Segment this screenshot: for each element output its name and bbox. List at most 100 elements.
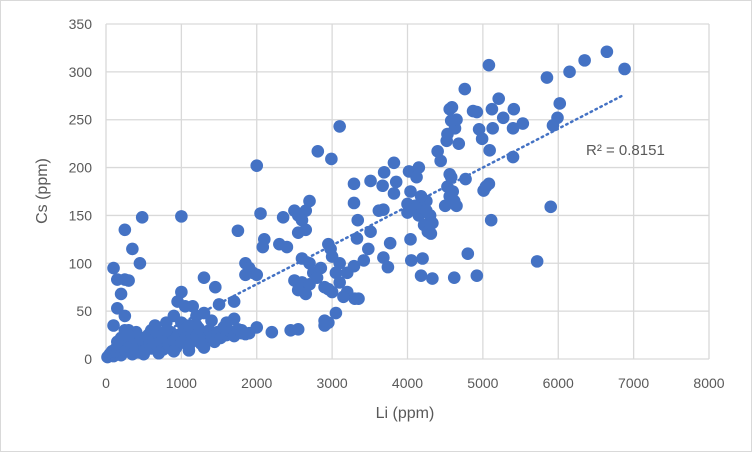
data-point	[333, 256, 346, 270]
data-point	[486, 122, 499, 135]
data-point	[412, 161, 426, 174]
data-point	[381, 260, 395, 274]
data-point	[182, 344, 196, 357]
data-point	[333, 276, 346, 289]
data-point	[443, 167, 457, 181]
data-point	[107, 319, 120, 332]
data-point	[197, 306, 211, 320]
data-point	[482, 58, 496, 72]
y-tick-label: 100	[69, 255, 93, 271]
data-point	[122, 274, 135, 287]
data-point	[440, 134, 453, 148]
data-point	[329, 306, 343, 320]
data-points	[101, 45, 631, 364]
data-point	[250, 321, 264, 334]
r-squared-label: R² = 0.8151	[586, 142, 665, 159]
data-point	[600, 45, 614, 59]
data-point	[325, 152, 338, 166]
data-point	[362, 242, 375, 256]
data-point	[111, 335, 124, 349]
data-point	[479, 180, 493, 194]
data-point	[197, 271, 211, 284]
x-tick-label: 8000	[693, 375, 724, 391]
data-point	[284, 323, 297, 337]
x-tick-label: 6000	[543, 375, 574, 391]
data-point	[389, 175, 403, 189]
data-point	[299, 223, 313, 237]
data-point	[351, 213, 365, 227]
data-point	[458, 82, 472, 96]
data-point	[377, 203, 390, 216]
data-point	[506, 122, 520, 135]
x-tick-label: 3000	[317, 375, 348, 391]
data-point	[314, 261, 328, 275]
data-point	[618, 62, 631, 76]
data-point	[404, 233, 417, 246]
data-point	[364, 225, 377, 238]
data-point	[152, 346, 166, 360]
data-point	[347, 177, 361, 191]
data-point	[553, 97, 567, 110]
data-point	[280, 240, 294, 254]
data-point	[337, 290, 350, 304]
data-point	[387, 156, 401, 170]
x-tick-label: 4000	[392, 375, 423, 391]
data-point	[438, 199, 452, 213]
data-point	[414, 189, 428, 203]
data-point	[276, 211, 290, 224]
data-point	[447, 271, 461, 284]
data-point	[250, 268, 264, 282]
data-point	[352, 292, 365, 306]
data-point	[377, 251, 390, 264]
data-point	[350, 232, 364, 245]
y-tick-label: 0	[84, 351, 92, 367]
data-point	[175, 210, 188, 223]
y-tick-label: 350	[69, 16, 93, 32]
x-axis-title: Li (ppm)	[376, 405, 435, 422]
y-tick-label: 50	[76, 303, 92, 319]
x-tick-label: 1000	[166, 375, 197, 391]
data-point	[133, 256, 147, 270]
data-point	[250, 159, 264, 172]
data-point	[303, 194, 316, 208]
data-point	[311, 145, 325, 158]
data-point	[340, 266, 354, 280]
data-point	[325, 285, 339, 299]
data-point	[118, 323, 132, 337]
y-tick-labels: 0 50 100 150 200 250 300 350	[69, 16, 93, 367]
x-tick-label: 0	[102, 375, 110, 391]
data-point	[208, 280, 222, 294]
data-point	[118, 223, 132, 237]
data-point	[431, 145, 444, 158]
data-point	[265, 325, 279, 339]
data-point	[118, 309, 132, 323]
data-point	[434, 154, 447, 168]
data-point	[484, 213, 498, 227]
data-point	[450, 199, 463, 213]
data-point	[377, 166, 391, 179]
data-point	[148, 319, 162, 332]
y-axis-title: Cs (ppm)	[34, 158, 51, 224]
y-tick-label: 150	[69, 207, 93, 223]
data-point	[444, 114, 458, 127]
data-point	[357, 254, 371, 267]
data-point	[288, 204, 301, 217]
data-point	[318, 319, 331, 332]
data-point	[507, 102, 521, 116]
data-point	[461, 247, 475, 261]
x-tick-labels: 0 1000 2000 3000 4000 5000 6000 7000 8000	[102, 375, 725, 391]
trendline	[110, 93, 626, 361]
data-point	[544, 200, 558, 214]
data-point	[446, 185, 460, 198]
data-point	[239, 327, 252, 341]
data-point	[295, 213, 309, 227]
data-point	[563, 65, 576, 79]
data-point	[470, 105, 484, 119]
data-point	[420, 204, 433, 217]
data-point	[114, 287, 128, 301]
data-point	[137, 347, 150, 361]
y-tick-label: 250	[69, 112, 93, 128]
data-point	[256, 240, 270, 254]
